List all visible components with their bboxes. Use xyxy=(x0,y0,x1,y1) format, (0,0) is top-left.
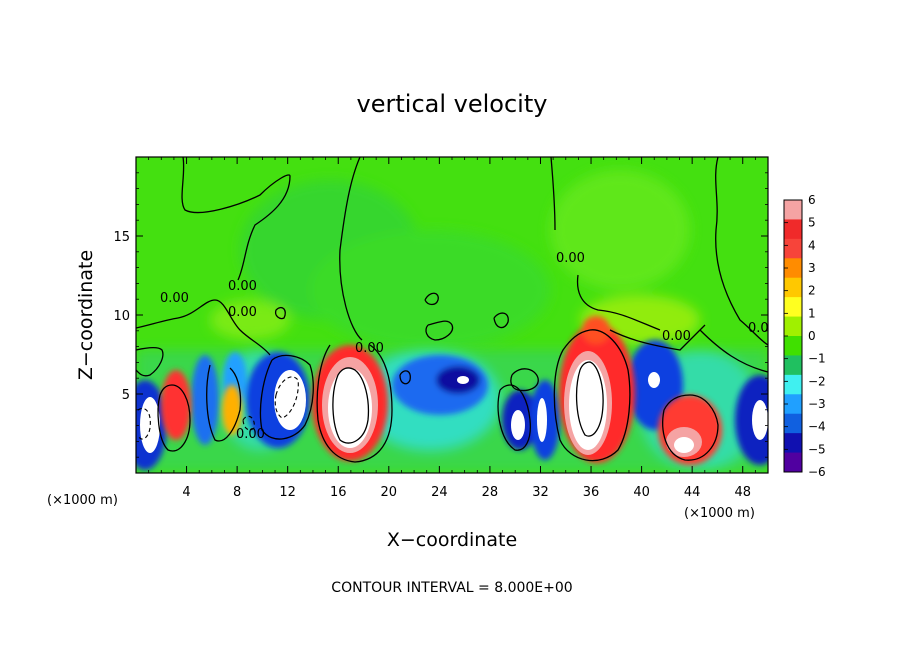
x-tick-label: 28 xyxy=(482,485,499,500)
colorbar-band xyxy=(784,219,802,240)
y-tick-label: 15 xyxy=(113,230,130,245)
y-tick-label: 10 xyxy=(113,309,130,324)
x-unit-label-left: (×1000 m) xyxy=(47,493,118,508)
colorbar-band xyxy=(784,433,802,454)
contour-interval-label: CONTOUR INTERVAL = 8.000E+00 xyxy=(331,580,572,596)
contour-label: 0.00 xyxy=(160,291,189,306)
colorbar-tick-label: −2 xyxy=(808,374,826,388)
colorbar-band xyxy=(784,413,802,434)
x-unit-label-right: (×1000 m) xyxy=(684,506,755,521)
colorbar-tick-label: 6 xyxy=(808,193,816,207)
contour-label: 0.00 xyxy=(556,251,585,266)
contour-label: 0.00 xyxy=(355,341,384,356)
x-tick-label: 12 xyxy=(279,485,296,500)
contour-label: 0.00 xyxy=(228,305,257,320)
x-tick-label: 36 xyxy=(583,485,600,500)
x-tick-label: 40 xyxy=(633,485,650,500)
chart-title: vertical velocity xyxy=(357,90,548,118)
colorbar-tick-label: −6 xyxy=(808,465,826,479)
colorbar-tick-label: 3 xyxy=(808,261,816,275)
x-tick-label: 32 xyxy=(532,485,549,500)
x-tick-label: 48 xyxy=(734,485,751,500)
contour-label: 0.00 xyxy=(228,279,257,294)
x-tick-label: 16 xyxy=(330,485,347,500)
colorbar-band xyxy=(784,297,802,318)
colorbar-band xyxy=(784,277,802,298)
colorbar-band xyxy=(784,336,802,356)
colorbar-tick-label: −1 xyxy=(808,352,826,366)
colorbar-band xyxy=(784,374,802,395)
zero-contours xyxy=(136,157,768,463)
x-tick-label: 44 xyxy=(684,485,701,500)
y-axis-label: Z−coordinate xyxy=(75,250,97,380)
colorbar-band xyxy=(784,238,802,259)
colorbar: 6 5 4 3 2 1 0 −1 −2 −3 −4 −5 −6 xyxy=(783,193,826,479)
contour-label: 0.00 xyxy=(748,321,777,336)
y-tick-label: 5 xyxy=(122,388,130,403)
x-tick-label: 20 xyxy=(381,485,398,500)
colorbar-band xyxy=(784,200,802,220)
colorbar-tick-label: −5 xyxy=(808,442,826,456)
colorbar-band xyxy=(784,316,802,337)
contour-labels: 0.00 0.00 0.00 0.00 0.00 0.00 0.00 0.00 xyxy=(160,251,777,442)
colorbar-tick-label: 1 xyxy=(808,306,816,320)
colorbar-band xyxy=(784,355,802,376)
colorbar-band xyxy=(784,394,802,415)
x-axis-ticks: 4 8 12 16 20 24 28 32 36 40 44 48 xyxy=(148,157,756,500)
x-tick-label: 24 xyxy=(431,485,448,500)
colorbar-band xyxy=(784,258,802,279)
colorbar-tick-label: −3 xyxy=(808,397,826,411)
colorbar-tick-label: 2 xyxy=(808,284,816,298)
x-tick-label: 8 xyxy=(233,485,241,500)
colorbar-band xyxy=(784,452,802,473)
y-axis-ticks: 5 10 15 xyxy=(113,172,768,458)
colorbar-tick-label: 0 xyxy=(808,329,816,343)
x-axis-label: X−coordinate xyxy=(387,529,517,551)
colorbar-tick-label: −4 xyxy=(808,420,826,434)
colorbar-tick-label: 4 xyxy=(808,238,816,252)
colorbar-tick-label: 5 xyxy=(808,216,816,230)
contour-label: 0.00 xyxy=(236,427,265,442)
x-tick-label: 4 xyxy=(182,485,190,500)
contour-label: 0.00 xyxy=(662,329,691,344)
plot-area: 0.00 0.00 0.00 0.00 0.00 0.00 0.00 0.00 xyxy=(136,157,777,473)
upper-field-shading xyxy=(210,170,700,350)
